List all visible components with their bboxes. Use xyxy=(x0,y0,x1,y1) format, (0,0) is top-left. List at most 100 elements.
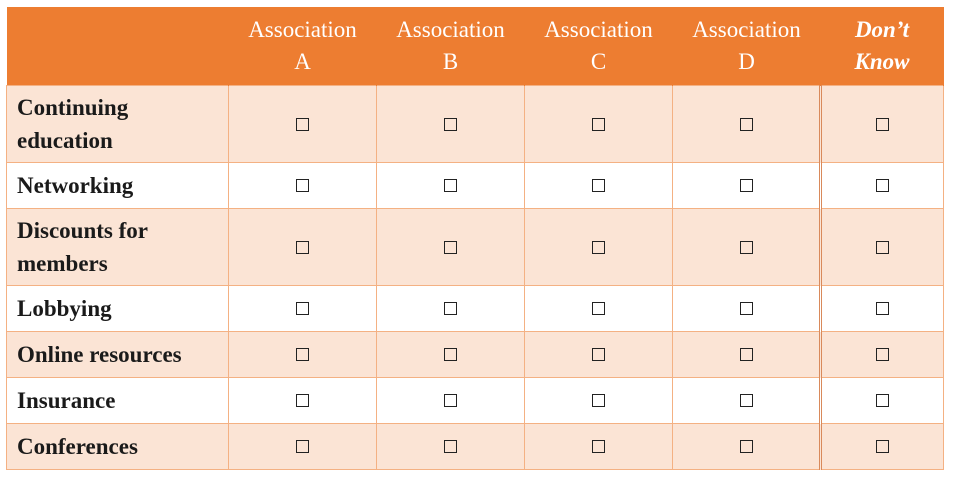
table-row: Continuing education xyxy=(6,85,944,163)
checkbox-dont-know[interactable] xyxy=(876,179,889,193)
table-row: Conferences xyxy=(6,423,944,470)
checkbox-cell-association-c xyxy=(524,162,673,209)
checkbox-cell-dont-know xyxy=(819,285,944,332)
table-row: Insurance xyxy=(6,377,944,424)
checkbox-dont-know[interactable] xyxy=(876,117,889,131)
checkbox-association-c[interactable] xyxy=(592,179,605,193)
column-header-line1: Association xyxy=(396,17,505,42)
checkbox-cell-association-d xyxy=(672,285,821,332)
checkbox-cell-dont-know xyxy=(819,85,944,163)
checkbox-cell-association-d xyxy=(672,331,821,378)
checkbox-cell-association-b xyxy=(376,208,525,286)
checkbox-cell-association-c xyxy=(524,377,673,424)
table-row: Discounts for members xyxy=(6,208,944,286)
table-row: Online resources xyxy=(6,331,944,378)
checkbox-association-d[interactable] xyxy=(739,440,753,454)
column-header-association-a: Association A xyxy=(228,7,377,86)
checkbox-cell-association-a xyxy=(228,423,377,470)
column-header-association-d: Association D xyxy=(672,7,821,86)
checkbox-association-d[interactable] xyxy=(739,117,753,131)
row-label: Discounts for members xyxy=(6,208,229,286)
checkbox-cell-association-d xyxy=(672,423,821,470)
checkbox-cell-dont-know xyxy=(819,162,944,209)
checkbox-cell-association-b xyxy=(376,377,525,424)
column-header-line1: Association xyxy=(544,17,653,42)
checkbox-association-b[interactable] xyxy=(444,440,457,454)
checkbox-cell-association-d xyxy=(672,162,821,209)
checkbox-association-d[interactable] xyxy=(739,179,753,193)
checkbox-association-a[interactable] xyxy=(296,394,309,408)
column-header-line2: B xyxy=(442,49,459,74)
checkbox-association-a[interactable] xyxy=(296,302,309,316)
checkbox-association-c[interactable] xyxy=(592,440,605,454)
checkbox-cell-association-c xyxy=(524,423,673,470)
checkbox-association-c[interactable] xyxy=(592,117,605,131)
checkbox-cell-association-b xyxy=(376,423,525,470)
column-header-line2: A xyxy=(294,49,311,74)
checkbox-cell-association-c xyxy=(524,208,673,286)
row-label: Conferences xyxy=(6,423,229,470)
checkbox-cell-association-d xyxy=(672,85,821,163)
checkbox-association-d[interactable] xyxy=(739,302,753,316)
column-header-dont-know: Don’t Know xyxy=(820,7,944,86)
checkbox-cell-association-a xyxy=(228,208,377,286)
checkbox-cell-association-a xyxy=(228,162,377,209)
checkbox-association-a[interactable] xyxy=(296,440,309,454)
checkbox-association-c[interactable] xyxy=(592,394,605,408)
checkbox-association-d[interactable] xyxy=(739,240,753,254)
checkbox-cell-association-a xyxy=(228,285,377,332)
row-label: Online resources xyxy=(6,331,229,378)
header-row: Association A Association B Association … xyxy=(6,7,944,86)
column-header-association-b: Association B xyxy=(376,7,525,86)
column-header-association-c: Association C xyxy=(524,7,673,86)
checkbox-association-a[interactable] xyxy=(296,348,309,362)
column-header-line2: Know xyxy=(854,49,910,74)
checkbox-association-a[interactable] xyxy=(296,179,309,193)
checkbox-association-b[interactable] xyxy=(444,179,457,193)
checkbox-cell-dont-know xyxy=(819,423,944,470)
row-label: Continuing education xyxy=(6,85,229,163)
checkbox-cell-dont-know xyxy=(819,208,944,286)
checkbox-association-c[interactable] xyxy=(592,348,605,362)
column-header-line1: Association xyxy=(692,17,801,42)
checkbox-cell-dont-know xyxy=(819,331,944,378)
checkbox-association-d[interactable] xyxy=(739,394,753,408)
table-row: Lobbying xyxy=(6,285,944,332)
checkbox-association-d[interactable] xyxy=(739,348,753,362)
survey-table: Association A Association B Association … xyxy=(6,7,944,470)
checkbox-dont-know[interactable] xyxy=(876,240,889,254)
checkbox-cell-association-c xyxy=(524,331,673,378)
checkbox-association-b[interactable] xyxy=(444,348,457,362)
checkbox-cell-association-a xyxy=(228,85,377,163)
row-label: Insurance xyxy=(6,377,229,424)
checkbox-association-c[interactable] xyxy=(592,302,605,316)
column-header-line2: C xyxy=(590,49,607,74)
checkbox-association-b[interactable] xyxy=(444,240,457,254)
checkbox-association-a[interactable] xyxy=(296,240,309,254)
column-header-line1: Don’t xyxy=(854,17,910,42)
checkbox-cell-association-c xyxy=(524,285,673,332)
checkbox-association-b[interactable] xyxy=(444,117,457,131)
checkbox-association-a[interactable] xyxy=(296,117,309,131)
checkbox-cell-association-b xyxy=(376,162,525,209)
row-label: Networking xyxy=(6,162,229,209)
checkbox-cell-association-a xyxy=(228,331,377,378)
checkbox-association-c[interactable] xyxy=(592,240,605,254)
header-corner-cell xyxy=(6,7,229,86)
checkbox-cell-association-a xyxy=(228,377,377,424)
checkbox-cell-association-c xyxy=(524,85,673,163)
checkbox-cell-dont-know xyxy=(819,377,944,424)
checkbox-cell-association-d xyxy=(672,377,821,424)
column-header-line2: D xyxy=(738,49,755,74)
checkbox-cell-association-b xyxy=(376,85,525,163)
checkbox-dont-know[interactable] xyxy=(876,440,889,454)
checkbox-dont-know[interactable] xyxy=(876,302,889,316)
column-header-line1: Association xyxy=(248,17,357,42)
checkbox-association-b[interactable] xyxy=(444,394,457,408)
checkbox-cell-association-d xyxy=(672,208,821,286)
checkbox-dont-know[interactable] xyxy=(876,394,889,408)
checkbox-dont-know[interactable] xyxy=(876,348,889,362)
table-row: Networking xyxy=(6,162,944,209)
checkbox-cell-association-b xyxy=(376,331,525,378)
checkbox-association-b[interactable] xyxy=(444,302,457,316)
